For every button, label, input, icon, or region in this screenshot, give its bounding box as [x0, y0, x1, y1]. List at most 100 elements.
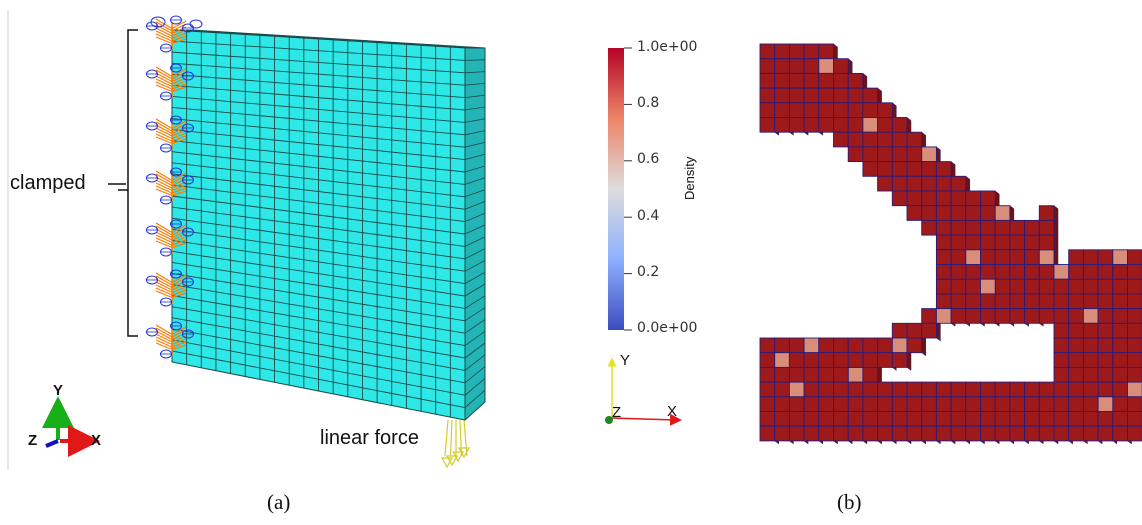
voxel [994, 381, 1011, 398]
voxel [950, 264, 967, 280]
voxel [788, 425, 805, 442]
voxel [1009, 293, 1026, 310]
clamp-stem [155, 27, 173, 37]
voxel [921, 322, 937, 339]
voxel [788, 381, 805, 398]
clamp-stem [155, 324, 173, 336]
voxel [1082, 308, 1099, 324]
voxel [1068, 425, 1084, 442]
voxel [950, 411, 967, 427]
b-z-axis-dot [605, 416, 613, 424]
voxel [1038, 219, 1055, 236]
a-axis-z-label: Z [28, 432, 38, 449]
colorbar-tick-label: 0.8 [637, 95, 660, 111]
plate-grid-row-line [171, 317, 466, 371]
clamp-stem [171, 236, 187, 244]
plate-side-grid-line [464, 201, 486, 210]
voxel [1053, 366, 1070, 383]
colorbar-tick-label: 0.6 [637, 151, 660, 167]
panel-b-axis-triad [605, 357, 682, 426]
voxel [965, 249, 981, 265]
panel-a-axis-triad [42, 396, 100, 457]
voxel [877, 337, 893, 354]
voxel [1127, 425, 1142, 442]
voxel [833, 381, 849, 398]
voxel [921, 425, 937, 442]
voxel [906, 146, 923, 163]
voxel [950, 381, 967, 398]
plate-side-grid-line [464, 307, 486, 322]
clamp-stem [155, 336, 173, 346]
voxel [774, 366, 790, 383]
plate-side-grid-line [464, 271, 486, 284]
voxel [906, 425, 923, 442]
voxel [935, 219, 952, 236]
voxel [759, 411, 776, 427]
clamp-stem [155, 136, 173, 145]
clamp-stem [171, 344, 187, 351]
voxel [965, 381, 981, 398]
plate-grid-row-line [171, 228, 466, 272]
voxel [847, 337, 864, 354]
voxel [1127, 249, 1142, 265]
voxel [994, 249, 1011, 265]
voxel [847, 366, 864, 383]
voxel [950, 308, 967, 324]
clamp-stem [155, 222, 173, 234]
clamp-cone [150, 16, 166, 28]
clamp-stem [171, 32, 187, 40]
plate-grid-row-line [171, 84, 466, 111]
clamp-glyph [146, 269, 194, 307]
clamp-cone [170, 219, 182, 229]
clamp-stem [171, 242, 187, 249]
voxel [862, 117, 879, 133]
plate-side-grid-line [464, 106, 486, 111]
voxel [877, 117, 893, 133]
voxel [1068, 396, 1084, 412]
voxel [1038, 249, 1055, 265]
plate-grid-row-line [171, 140, 466, 173]
voxel [818, 58, 834, 74]
voxel [833, 87, 849, 104]
b-x-axis-arrow [611, 413, 682, 426]
clamp-cone [170, 321, 182, 331]
colorbar-title: Density [682, 156, 697, 200]
voxel [1082, 264, 1099, 280]
voxel [788, 43, 805, 60]
plate-grid-row-line [171, 162, 466, 198]
plate-side-grid-line [464, 389, 486, 408]
clamp-stem [155, 78, 173, 88]
force-arrow-head [451, 451, 465, 463]
voxel [774, 411, 790, 427]
voxel [803, 366, 820, 383]
voxel [994, 396, 1011, 412]
voxel [1082, 366, 1099, 383]
voxel [1024, 264, 1040, 280]
voxel [788, 117, 805, 133]
clamp-stem [171, 38, 187, 45]
voxel [1082, 381, 1099, 398]
voxel [921, 411, 937, 427]
clamp-stem [155, 66, 173, 78]
voxel [906, 175, 923, 192]
clamp-stem [171, 289, 187, 296]
voxel [833, 352, 849, 368]
clamp-stem [155, 339, 173, 348]
voxel [891, 396, 908, 412]
clamped-label: clamped [10, 172, 86, 194]
voxel [994, 234, 1011, 251]
plate-grid-row-line [171, 328, 466, 384]
colorbar [608, 47, 632, 331]
voxel [788, 366, 805, 383]
voxel [1112, 278, 1128, 295]
voxel [994, 219, 1011, 236]
voxel [788, 102, 805, 118]
voxel [818, 117, 834, 133]
plate-side-grid-line [464, 94, 486, 98]
voxel [847, 411, 864, 427]
voxel [774, 43, 790, 60]
voxel [1112, 293, 1128, 310]
voxel [1038, 205, 1055, 221]
voxel [803, 58, 820, 74]
voxel [980, 293, 996, 310]
